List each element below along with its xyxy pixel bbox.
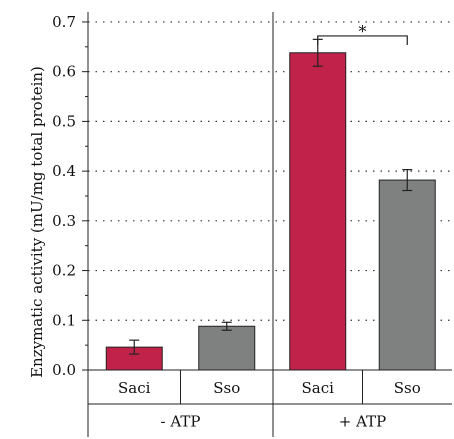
category-label: Saci — [302, 379, 335, 397]
bars — [105, 52, 436, 371]
bar — [289, 52, 347, 371]
y-tick-label: 0.5 — [52, 112, 76, 130]
category-label: Sso — [213, 379, 240, 397]
y-tick-labels: 0.0 0.1 0.2 0.3 0.4 0.5 0.6 0.7 — [52, 13, 88, 379]
y-tick-label: 0.7 — [52, 13, 76, 31]
y-tick-label: 0.0 — [52, 361, 76, 379]
y-tick-label: 0.4 — [52, 162, 76, 180]
significance-bracket — [317, 35, 408, 45]
bar — [198, 325, 256, 371]
category-label: Sso — [394, 379, 421, 397]
y-tick-label: 0.3 — [52, 212, 76, 230]
grid-lines — [88, 21, 452, 321]
significance-label: * — [359, 22, 367, 41]
group-label: + ATP — [339, 413, 386, 431]
y-tick-label: 0.1 — [52, 311, 76, 329]
y-tick-label: 0.6 — [52, 63, 76, 81]
category-labels: Saci Sso - ATP Saci Sso + ATP — [118, 379, 421, 431]
error-bars — [129, 38, 413, 355]
significance-marker: * — [317, 22, 408, 45]
bar — [378, 179, 436, 371]
category-label: Saci — [118, 379, 151, 397]
group-label: - ATP — [161, 413, 201, 431]
axes — [87, 12, 452, 437]
y-tick-label: 0.2 — [52, 262, 76, 280]
y-axis-label: Enzymatic activity (mU/mg total protein) — [28, 66, 46, 378]
